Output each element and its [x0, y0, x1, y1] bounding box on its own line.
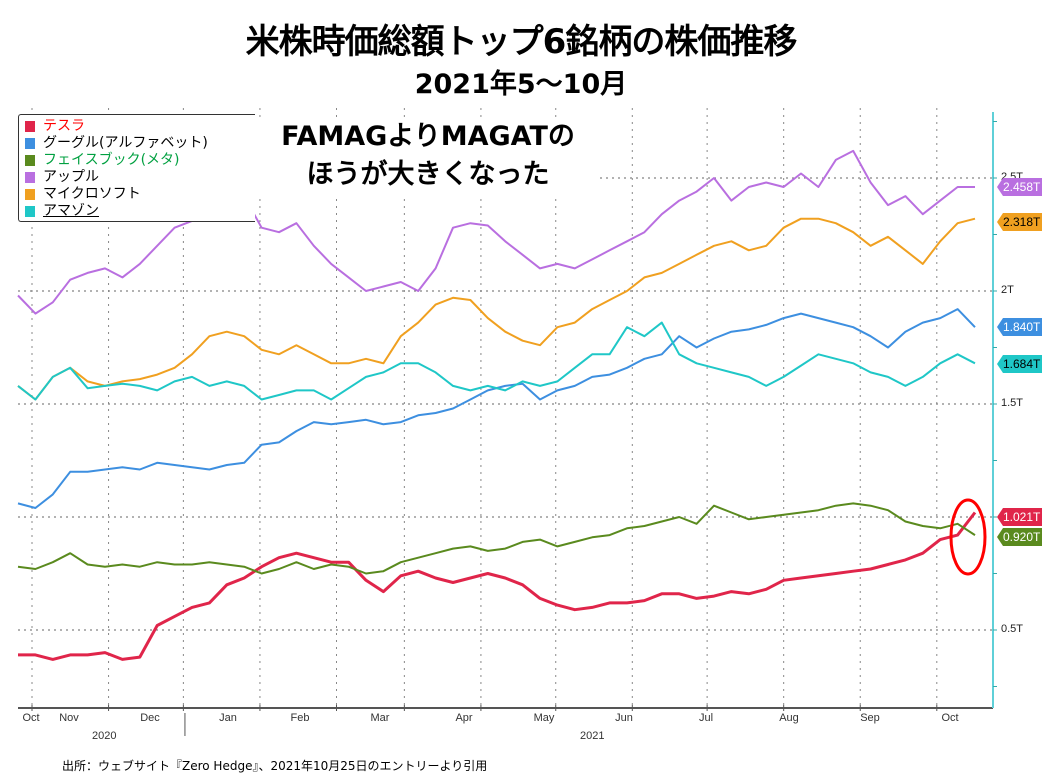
x-tick-label: Oct — [22, 712, 40, 724]
legend-item: テスラ — [25, 118, 85, 134]
x-tick-label: Feb — [290, 712, 310, 724]
legend-item: フェイスブック(メタ) — [25, 152, 180, 168]
y-tick-label: 2T — [1001, 284, 1014, 296]
chart-annotation: FAMAGよりMAGATの ほうが大きくなった — [258, 118, 598, 194]
legend-swatch — [25, 154, 35, 166]
source-note: 出所：ウェブサイト『Zero Hedge』、2021年10月25日のエントリーよ… — [62, 759, 488, 773]
series-line-0 — [18, 511, 977, 661]
legend-label: グーグル(アルファベット) — [43, 135, 208, 151]
legend-item: グーグル(アルファベット) — [25, 135, 208, 151]
series-line-5 — [17, 321, 976, 401]
series-line-2 — [17, 502, 976, 575]
chart-legend: テスラ グーグル(アルファベット) フェイスブック(メタ) アップル マイクロソフト アマ… — [18, 114, 255, 222]
annotation-line-2: ほうが大きくなった — [306, 159, 550, 190]
x-tick-label: Nov — [59, 712, 79, 724]
x-tick-label: Oct — [941, 712, 959, 724]
last-value-tag: 2.458T — [997, 178, 1042, 196]
series-line-3 — [17, 149, 975, 315]
legend-label: アマゾン — [43, 203, 99, 219]
highlight-circle — [949, 498, 987, 576]
legend-label: テスラ — [43, 118, 85, 134]
legend-item: アマゾン — [25, 203, 99, 219]
y-tick-label: 0.5T — [1001, 623, 1024, 635]
x-tick-label: Apr — [455, 712, 473, 724]
last-value-tag: 2.318T — [997, 213, 1042, 231]
legend-swatch — [25, 205, 35, 217]
last-value-tag: 1.840T — [997, 318, 1042, 336]
legend-swatch — [25, 171, 35, 183]
x-tick-label: Jan — [219, 712, 237, 724]
last-value-tag: 0.920T — [997, 528, 1042, 546]
last-value-tag: 1.021T — [997, 508, 1042, 526]
x-year-label: 2021 — [580, 730, 605, 742]
annotation-line-1: FAMAGよりMAGATの — [281, 121, 575, 152]
legend-swatch — [25, 137, 35, 149]
legend-label: アップル — [43, 169, 99, 185]
x-tick-label: Sep — [860, 712, 880, 724]
page-title: 米株時価総額トップ6銘柄の株価推移 — [245, 22, 798, 62]
legend-swatch — [25, 188, 35, 200]
x-tick-label: Dec — [140, 712, 160, 724]
x-tick-label: Aug — [779, 712, 799, 724]
legend-label: フェイスブック(メタ) — [43, 152, 180, 168]
legend-swatch — [25, 120, 35, 132]
series-line-1 — [17, 308, 976, 509]
legend-label: マイクロソフト — [43, 186, 141, 202]
legend-item: アップル — [25, 169, 99, 185]
x-tick-label: May — [533, 712, 555, 724]
legend-item: マイクロソフト — [25, 186, 141, 202]
series-line-4 — [17, 217, 976, 401]
x-year-label: 2020 — [92, 730, 117, 742]
x-tick-label: Mar — [370, 712, 390, 724]
y-tick-label: 1.5T — [1001, 397, 1024, 409]
page-subtitle: 2021年5〜10月 — [414, 69, 628, 100]
x-tick-label: Jun — [615, 712, 633, 724]
last-value-tag: 1.684T — [997, 355, 1042, 373]
x-tick-label: Jul — [698, 712, 714, 724]
